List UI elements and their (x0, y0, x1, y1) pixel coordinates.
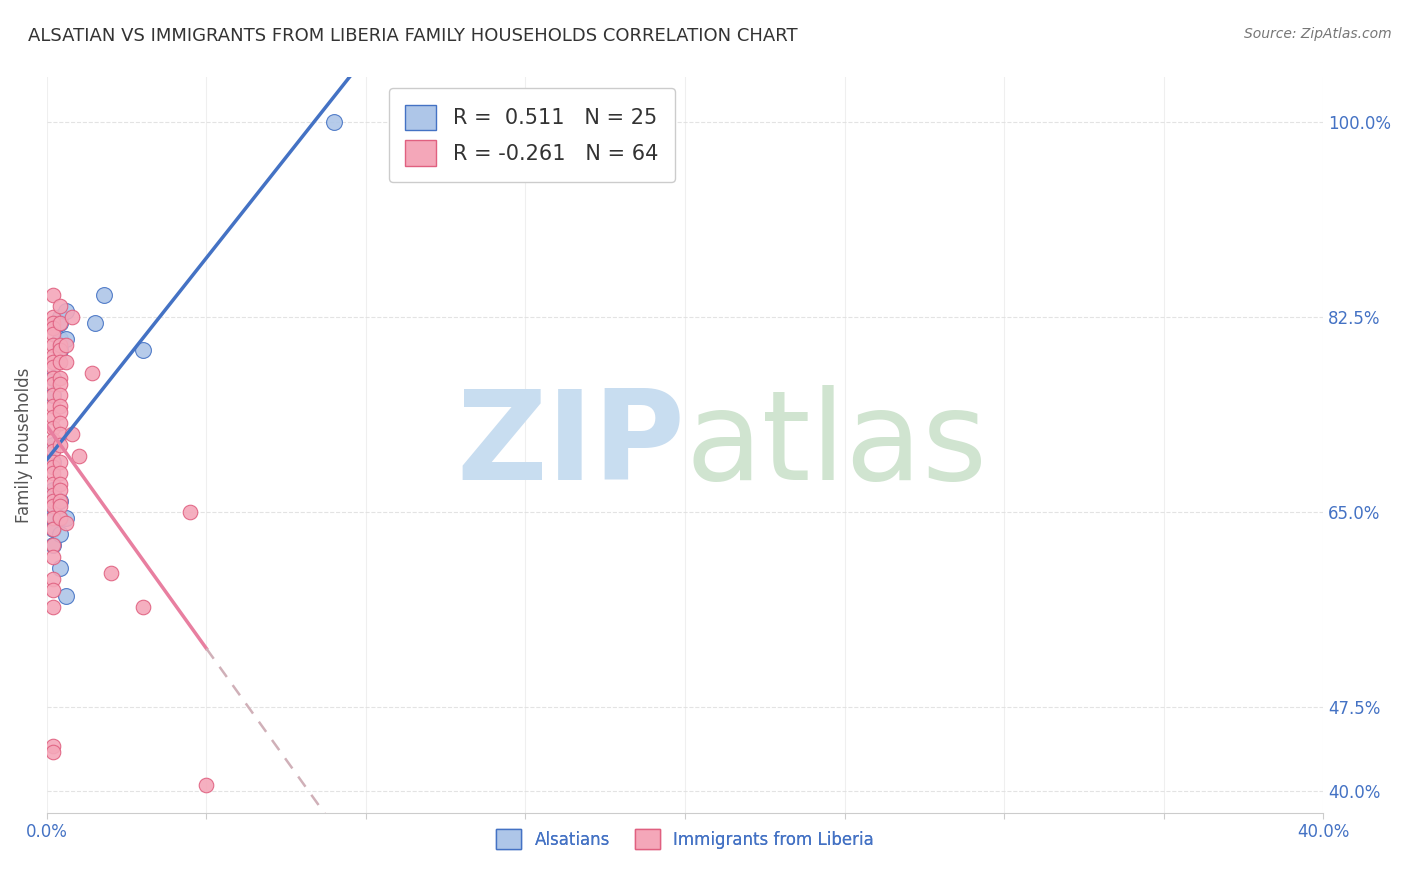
Point (55, 516, 77, 531)
Point (48, 510, 70, 524)
Point (42, 466, 65, 480)
Point (48, 371, 70, 385)
Point (42, 522, 65, 536)
Point (48, 399, 70, 413)
Point (48, 338, 70, 352)
Point (48, 494, 70, 508)
Point (42, 354, 65, 368)
Point (93, 287, 115, 301)
Legend: Alsatians, Immigrants from Liberia: Alsatians, Immigrants from Liberia (489, 822, 880, 856)
Point (48, 527, 70, 541)
Point (48, 477, 70, 491)
Point (62, 427, 84, 442)
Point (55, 304, 77, 318)
Point (131, 343, 153, 358)
Point (67, 450, 90, 464)
Point (42, 522, 65, 536)
Point (48, 354, 70, 368)
Point (48, 343, 70, 358)
Point (42, 316, 65, 330)
Point (42, 443, 65, 458)
Point (42, 371, 65, 385)
Point (48, 510, 70, 524)
Point (48, 466, 70, 480)
Point (48, 299, 70, 313)
Point (42, 582, 65, 597)
Point (48, 438, 70, 452)
Point (48, 388, 70, 402)
Point (42, 338, 65, 352)
Point (48, 427, 70, 442)
Point (48, 455, 70, 469)
Point (42, 549, 65, 564)
Point (42, 349, 65, 363)
Point (42, 455, 65, 469)
Point (42, 388, 65, 402)
Point (55, 338, 77, 352)
Point (42, 410, 65, 425)
Point (48, 405, 70, 419)
Point (42, 371, 65, 385)
Point (42, 510, 65, 524)
Point (42, 745, 65, 759)
Point (42, 287, 65, 301)
Point (42, 460, 65, 475)
Point (48, 500, 70, 514)
Point (42, 321, 65, 335)
Point (42, 488, 65, 502)
Point (48, 332, 70, 346)
Point (42, 360, 65, 375)
Point (42, 510, 65, 524)
Point (55, 589, 77, 603)
Point (48, 560, 70, 574)
Point (42, 433, 65, 447)
Point (42, 539, 65, 553)
Point (55, 510, 77, 524)
Text: atlas: atlas (685, 384, 987, 506)
Point (55, 354, 77, 368)
Point (42, 376, 65, 391)
Point (48, 316, 70, 330)
Point (48, 310, 70, 324)
Point (42, 494, 65, 508)
Point (42, 477, 65, 491)
Point (42, 310, 65, 324)
Point (131, 599, 153, 614)
Point (42, 500, 65, 514)
Point (48, 416, 70, 430)
Point (195, 778, 218, 792)
Point (42, 399, 65, 413)
Point (48, 483, 70, 497)
Point (48, 343, 70, 358)
Point (42, 326, 65, 341)
Point (42, 438, 65, 452)
Point (48, 316, 70, 330)
Point (83, 316, 105, 330)
Point (42, 455, 65, 469)
Point (179, 505, 201, 519)
Point (100, 566, 122, 581)
Point (42, 739, 65, 753)
Point (48, 376, 70, 391)
Point (323, 115, 346, 129)
Point (42, 500, 65, 514)
Point (42, 539, 65, 553)
Point (42, 599, 65, 614)
Point (55, 332, 77, 346)
Point (80, 366, 103, 380)
Text: ZIP: ZIP (457, 384, 685, 506)
Point (42, 421, 65, 435)
Point (62, 310, 84, 324)
Y-axis label: Family Households: Family Households (15, 368, 32, 523)
Point (42, 483, 65, 497)
Text: ALSATIAN VS IMMIGRANTS FROM LIBERIA FAMILY HOUSEHOLDS CORRELATION CHART: ALSATIAN VS IMMIGRANTS FROM LIBERIA FAMI… (28, 27, 797, 45)
Point (48, 494, 70, 508)
Point (42, 572, 65, 586)
Text: Source: ZipAtlas.com: Source: ZipAtlas.com (1244, 27, 1392, 41)
Point (42, 388, 65, 402)
